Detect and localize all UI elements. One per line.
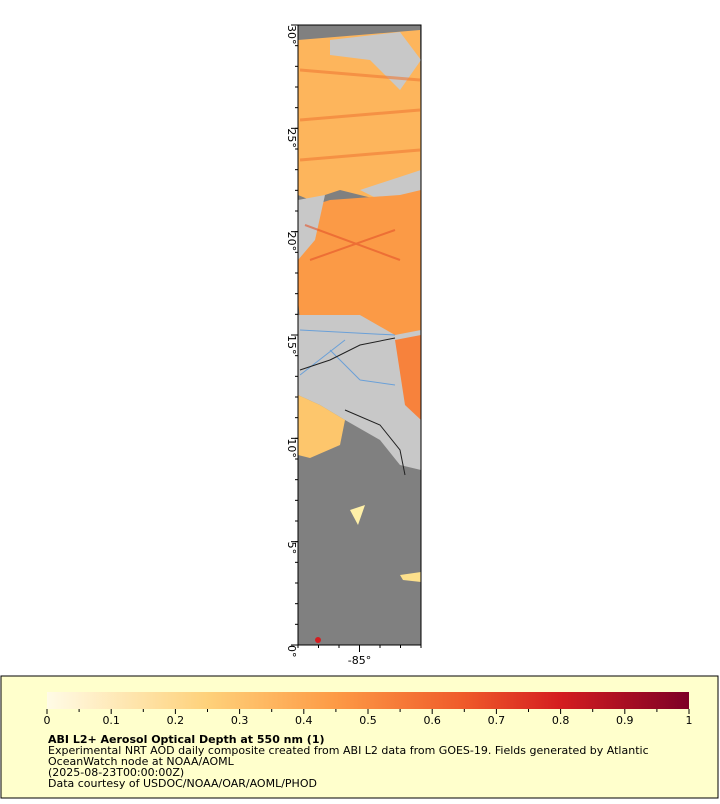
colorbar-tick-label: 1 (686, 714, 693, 727)
legend-text: (2025-08-23T00:00:00Z) (48, 766, 184, 779)
lat-tick-label: 25° (285, 128, 298, 148)
colorbar-tick-label: 0.3 (231, 714, 249, 727)
colorbar-tick-label: 0.4 (295, 714, 313, 727)
colorbar (47, 692, 689, 709)
map-image (298, 25, 421, 645)
lat-tick-label: 20° (285, 232, 298, 252)
lat-tick-label: 15° (285, 335, 298, 355)
colorbar-tick-label: 0.1 (102, 714, 120, 727)
lon-tick-label: -85° (348, 654, 371, 667)
colorbar-tick-label: 0.2 (167, 714, 185, 727)
colorbar-tick-label: 0.7 (488, 714, 506, 727)
legend-text: Data courtesy of USDOC/NOAA/OAR/AOML/PHO… (48, 777, 317, 790)
colorbar-tick-label: 0 (44, 714, 51, 727)
colorbar-tick-label: 0.6 (423, 714, 441, 727)
legend-title: ABI L2+ Aerosol Optical Depth at 550 nm … (48, 733, 325, 746)
colorbar-tick-label: 0.9 (616, 714, 634, 727)
lat-tick-label: 30° (285, 25, 298, 45)
lat-tick-label: 0° (285, 645, 298, 658)
legend-text: Experimental NRT AOD daily composite cre… (48, 744, 649, 757)
lat-tick-label: 5° (285, 542, 298, 555)
colorbar-tick-label: 0.5 (359, 714, 377, 727)
lat-tick-label: 10° (285, 438, 298, 458)
legend-text: OceanWatch node at NOAA/AOML (48, 755, 235, 768)
colorbar-tick-label: 0.8 (552, 714, 570, 727)
